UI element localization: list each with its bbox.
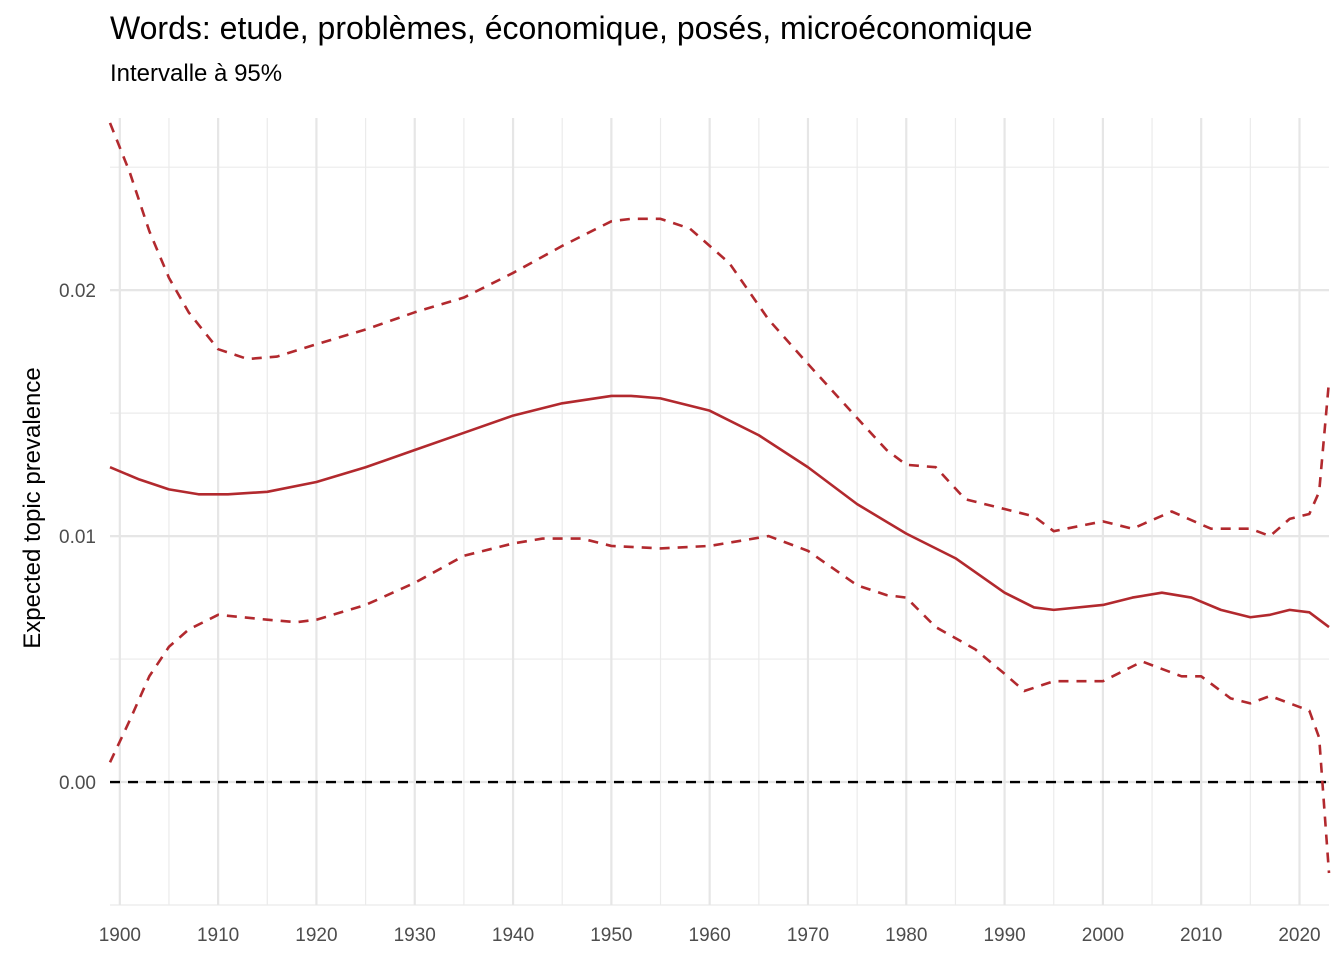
x-tick-label: 1930: [394, 925, 436, 946]
x-tick-label: 1950: [590, 925, 632, 946]
x-tick-label: 2000: [1082, 925, 1124, 946]
major-gridlines: [110, 118, 1329, 905]
x-tick-label: 1960: [689, 925, 731, 946]
series-line-lower-95: [108, 534, 1331, 874]
y-tick-label: 0.01: [59, 527, 96, 548]
minor-gridlines: [110, 118, 1329, 906]
x-tick-label: 1900: [99, 925, 141, 946]
x-tick-label: 1970: [787, 925, 829, 946]
x-tick-label: 2010: [1180, 925, 1222, 946]
x-tick-label: 1940: [492, 925, 534, 946]
x-tick-labels: 1900 1910 1920 1930 1940 1950 1960 1970 1980 1990…: [99, 925, 1321, 946]
series-layer: [108, 122, 1331, 874]
y-tick-label: 0.00: [59, 773, 96, 794]
series-line-upper-95: [108, 122, 1331, 538]
x-tick-label: 1990: [983, 925, 1025, 946]
x-tick-label: 2020: [1278, 925, 1320, 946]
y-tick-labels: 0.00 0.01 0.02: [59, 281, 96, 794]
x-tick-label: 1920: [295, 925, 337, 946]
chart-title: Words: etude, problèmes, économique, pos…: [110, 10, 1033, 46]
x-tick-label: 1910: [197, 925, 239, 946]
x-tick-label: 1980: [885, 925, 927, 946]
y-tick-label: 0.02: [59, 281, 96, 302]
chart-subtitle: Intervalle à 95%: [110, 60, 283, 87]
series-line-estimate: [109, 394, 1330, 629]
y-axis-title: Expected topic prevalence: [19, 367, 46, 649]
